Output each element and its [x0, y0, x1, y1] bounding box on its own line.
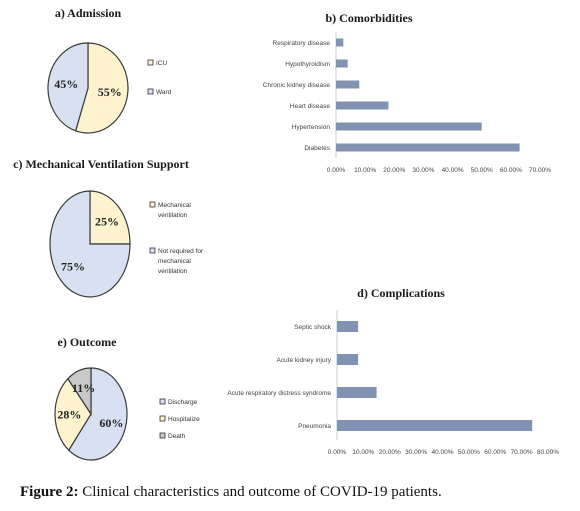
ventilation-title: c) Mechanical Ventilation Support — [13, 157, 189, 171]
comorbidities-tick-label-3: 20.00% — [383, 167, 405, 174]
ventilation-legend-label-2: Not required for mechanical ventilation — [158, 248, 204, 275]
comorbidities-tick-label-6: 50.00% — [471, 167, 493, 174]
complications-tick-label-5: 40.00% — [431, 449, 453, 456]
admission-slice-label-2: 45% — [54, 77, 78, 91]
outcome-legend-label-2: Hospitalize — [168, 416, 200, 423]
comorbidities-bar-2 — [336, 59, 348, 68]
comorbidities-category-label-1: Respiratory disease — [273, 40, 331, 47]
comorbidities-category-label-2: Hypothyroidism — [285, 61, 330, 68]
complications-tick-label-2: 10.00% — [352, 449, 374, 456]
outcome-title: e) Outcome — [58, 335, 118, 349]
complications-tick-label-6: 50.00% — [458, 449, 480, 456]
complications-bar-4 — [337, 420, 533, 431]
figure-canvas: a) Admission 55% 45% ICU Ward b) Comorbiditie… — [13, 6, 559, 461]
comorbidities-bar-5 — [336, 122, 482, 131]
complications-category-label-4: Pneumonia — [298, 423, 331, 430]
comorbidities-tick-label-1: 0.00% — [327, 167, 346, 174]
complications-title: d) Complications — [357, 286, 445, 300]
outcome-slice-1 — [67, 367, 128, 461]
ventilation-legend-label-1: Mechanical ventilation — [158, 202, 191, 219]
complications-tick-label-8: 70.00% — [511, 449, 533, 456]
comorbidities-category-label-3: Chronic kidney disease — [263, 82, 331, 89]
admission-legend-line: ICU — [156, 60, 168, 67]
figure-caption-text: Clinical characteristics and outcome of … — [82, 484, 442, 500]
outcome-slice-2 — [54, 377, 92, 452]
ventilation-legend-line: ventilation — [158, 212, 188, 219]
ventilation-slice-2 — [49, 190, 131, 298]
admission-slice-label-1: 55% — [98, 85, 122, 99]
outcome-legend-line: Discharge — [168, 399, 198, 406]
complications-bar-3 — [337, 387, 377, 398]
complications-tick-label-3: 20.00% — [379, 449, 401, 456]
outcome-legend-line: Death — [168, 433, 186, 440]
ventilation-legend-line: Not required for — [158, 248, 204, 255]
complications-tick-label-4: 30.00% — [405, 449, 427, 456]
complications-bar-2 — [337, 354, 359, 365]
outcome-legend-swatch-1 — [159, 398, 166, 405]
ventilation-slice-label-2: 75% — [61, 260, 85, 274]
complications-tick-label-9: 80.00% — [537, 449, 559, 456]
complications-bar-1 — [337, 321, 359, 332]
outcome-slice-label-1: 60% — [99, 416, 123, 430]
comorbidities-tick-label-4: 30.00% — [412, 167, 434, 174]
ventilation-slice-1 — [89, 190, 131, 245]
complications-category-label-1: Septic shock — [294, 324, 332, 331]
comorbidities-category-label-4: Heart disease — [290, 103, 330, 110]
complications-category-label-2: Acute kidney injury — [276, 357, 331, 364]
comorbidities-tick-label-8: 70.00% — [529, 167, 551, 174]
figure-label: Figure 2: — [20, 484, 79, 500]
outcome-slice-label-2: 28% — [57, 407, 81, 421]
ventilation-legend-line: mechanical — [158, 258, 191, 265]
comorbidities-title: b) Comorbidities — [326, 11, 413, 25]
outcome-slice-label-3: 11% — [72, 381, 95, 395]
admission-legend-swatch-2 — [147, 88, 154, 95]
complications-tick-label-1: 0.00% — [328, 449, 347, 456]
comorbidities-category-label-5: Hypertension — [292, 124, 331, 131]
ventilation-legend-swatch-1 — [149, 201, 156, 208]
admission-slice-1 — [74, 42, 129, 134]
outcome-legend-swatch-3 — [159, 432, 166, 439]
admission-legend-label-1: ICU — [156, 60, 168, 67]
ventilation-legend-line: Mechanical — [158, 202, 191, 209]
comorbidities-tick-label-7: 60.00% — [500, 167, 522, 174]
admission-legend-label-2: Ward — [156, 89, 172, 96]
admission-title: a) Admission — [55, 6, 122, 20]
comorbidities-tick-label-2: 10.00% — [354, 167, 376, 174]
ventilation-slice-label-1: 25% — [95, 215, 119, 229]
outcome-legend-label-3: Death — [168, 433, 186, 440]
outcome-slice-3 — [67, 367, 92, 417]
outcome-legend-label-1: Discharge — [168, 399, 198, 406]
admission-legend-swatch-1 — [147, 59, 154, 66]
comorbidities-bar-4 — [336, 101, 389, 110]
comorbidities-bar-6 — [336, 143, 520, 152]
admission-slice-2 — [47, 42, 89, 132]
comorbidities-category-label-6: Diabetes — [304, 145, 330, 152]
complications-tick-label-7: 60.00% — [484, 449, 506, 456]
figure-caption: Figure 2: Clinical characteristics and o… — [20, 484, 565, 501]
complications-category-label-3: Acute respiratory distress syndrome — [227, 390, 331, 397]
comorbidities-bar-3 — [336, 80, 360, 89]
ventilation-legend-line: ventilation — [158, 268, 188, 275]
ventilation-legend-swatch-2 — [149, 247, 156, 254]
outcome-legend-swatch-2 — [159, 415, 166, 422]
comorbidities-tick-label-5: 40.00% — [442, 167, 464, 174]
comorbidities-bar-1 — [336, 38, 344, 47]
outcome-legend-line: Hospitalize — [168, 416, 200, 423]
admission-legend-line: Ward — [156, 89, 172, 96]
